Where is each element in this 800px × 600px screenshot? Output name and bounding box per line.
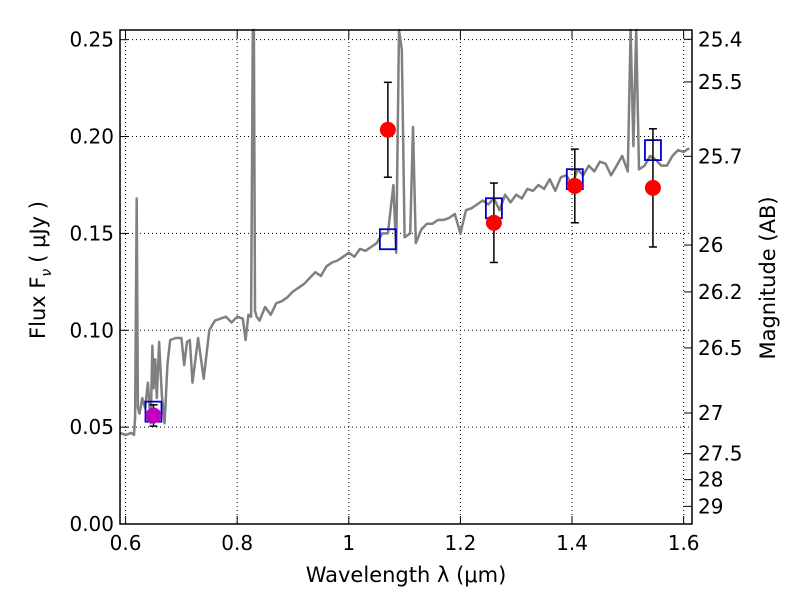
model-photometry-square [378,228,397,251]
model-spectrum-line [119,28,690,437]
observed-data-point [566,177,583,194]
y-axis-label: Flux Fν ( μJy ) [26,201,55,339]
observed-data-point [644,179,661,196]
model-layer [119,28,690,437]
y-tick-label: 0.00 [69,512,114,536]
x-tick-label: 1.6 [668,531,700,555]
observed-data-point [485,214,502,231]
y2-tick-label: 26.5 [698,336,743,360]
y-axis-label-unit: ( μJy ) [26,201,50,263]
point-layer [145,121,661,424]
y2-tick-label: 26.2 [698,280,743,304]
observed-data-point [145,407,162,424]
x-tick-label: 0.8 [221,531,253,555]
tick-layer: 0.6 0.8 1 1.2 1.4 1.6 0.00 0.05 0.10 0.15 0.20 0.25… [69,27,742,555]
y2-tick-label: 27.5 [698,442,743,466]
y2-tick-label: 25.5 [698,70,743,94]
y2-tick-label: 25.7 [698,144,743,168]
y2-tick-label: 26 [698,233,723,257]
y-tick-label: 0.25 [69,28,114,52]
x-tick-label: 1.4 [556,531,588,555]
y-tick-label: 0.15 [69,221,114,245]
x-tick-label: 0.6 [110,531,142,555]
y2-tick-label: 28 [698,468,723,492]
y2-tick-label: 27 [698,401,723,425]
y-axis-label-main: Flux F [26,277,50,339]
x-tick-label: 1 [342,531,355,555]
x-tick-label: 1.2 [445,531,477,555]
y-tick-label: 0.10 [69,318,114,342]
observed-data-point [379,121,396,138]
y-axis-label-subscript: ν [39,269,55,277]
x-axis-label: Wavelength λ (μm) [306,563,507,587]
y-tick-label: 0.20 [69,125,114,149]
plot-frame [119,29,693,525]
y2-tick-label: 29 [698,494,723,518]
y2-tick-label: 25.4 [698,27,743,51]
y2-axis-label: Magnitude (AB) [756,196,780,359]
y-tick-label: 0.05 [69,415,114,439]
